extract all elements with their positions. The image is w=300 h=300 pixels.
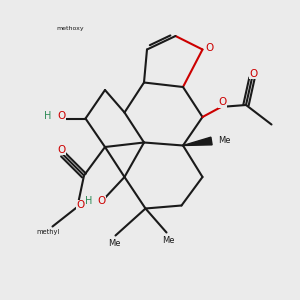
- Text: O: O: [57, 145, 66, 155]
- Text: H: H: [44, 111, 52, 122]
- Polygon shape: [183, 137, 212, 146]
- Text: methyl: methyl: [36, 229, 60, 235]
- Text: O: O: [76, 200, 85, 211]
- Text: O: O: [205, 43, 213, 53]
- Text: O: O: [98, 196, 106, 206]
- Text: H: H: [85, 196, 92, 206]
- Text: Me: Me: [162, 236, 174, 245]
- Text: O: O: [218, 97, 227, 107]
- Text: Me: Me: [218, 136, 231, 145]
- Text: O: O: [57, 111, 65, 122]
- Text: O: O: [249, 69, 258, 79]
- Text: Me: Me: [108, 239, 120, 248]
- Text: methoxy: methoxy: [57, 26, 84, 31]
